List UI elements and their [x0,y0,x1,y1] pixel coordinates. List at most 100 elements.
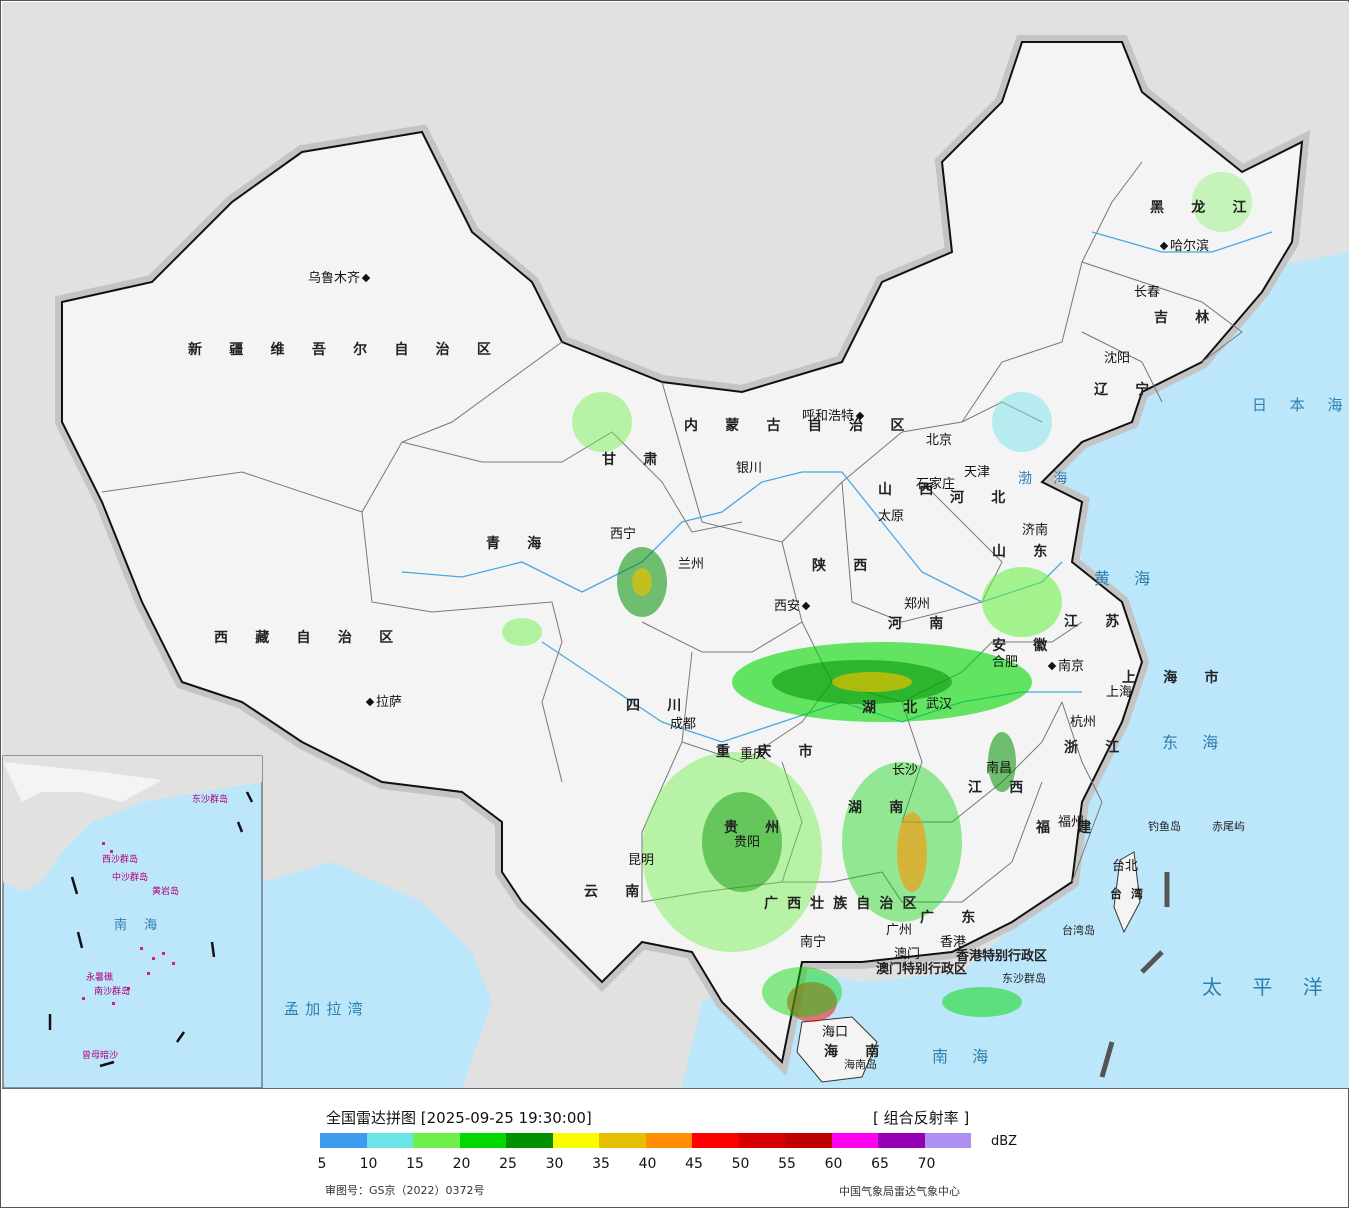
inset-dashes [48,791,254,1068]
island-hainan: 海南岛 [844,1058,877,1071]
legend-tick: 70 [917,1156,936,1172]
legend-tick: 20 [452,1156,471,1172]
legend-swatch [878,1133,925,1148]
legend-tick: 5 [317,1156,327,1172]
city-chongqing: 重庆 [740,747,767,762]
city-zhengzhou: 郑州 [904,597,931,612]
city-jinan: 济南 [1022,523,1049,538]
city-hohhot: 呼和浩特 [802,410,866,424]
legend-tick: 55 [778,1156,796,1172]
legend-swatch [320,1133,367,1148]
inset-zengmu: 曾母暗沙 [82,1051,119,1061]
city-xining: 西宁 [610,527,637,542]
label-macau-sar: 澳门特别行政区 [876,962,968,977]
echo-jiangsu [982,567,1062,637]
legend-tick: 45 [685,1156,703,1172]
region-sichuan: 四 川 [626,698,693,714]
region-guizhou: 贵 州 [724,820,791,836]
region-yunnan: 云 南 [584,884,651,900]
city-chengdu: 成都 [670,717,697,732]
sea-south: 南 海 [932,1047,998,1066]
city-tianjin: 天津 [964,465,991,480]
legend: 全国雷达拼图 [2025-09-25 19:30:00] [ 组合反射率 ] d… [1,1089,1349,1209]
city-shenyang: 沈阳 [1104,351,1131,366]
sea-bohai: 渤 海 [1018,471,1076,487]
city-lhasa: 拉萨 [364,696,402,710]
region-shanxi: 山 西 [878,482,945,498]
region-xinjiang: 新 疆 维 吾 尔 自 治 区 [188,342,503,358]
region-shandong: 山 东 [992,544,1059,560]
legend-tick: 35 [592,1156,610,1172]
island-diaoyu: 钓鱼岛 [1148,820,1181,833]
region-zhejiang: 浙 江 [1064,740,1131,756]
city-nanchang: 南昌 [986,761,1013,776]
city-harbin: 哈尔滨 [1158,240,1209,254]
city-nanning: 南宁 [800,935,827,950]
region-neimenggu: 内 蒙 古 自 治 区 [684,418,916,434]
legend-tick: 65 [871,1156,889,1172]
echo-guizhou [642,752,822,952]
city-haikou: 海口 [822,1025,849,1040]
legend-tick: 60 [824,1156,843,1172]
region-shaanxi: 陕 西 [812,558,879,574]
legend-swatch [459,1133,506,1148]
region-chongqing: 重 庆 市 [716,744,824,760]
region-shanghai: 上 海 市 [1122,670,1230,686]
city-kunming: 昆明 [628,853,655,868]
region-guangxi: 广 西 壮 族 自 治 区 [764,896,919,912]
inset-dongsha: 东沙群岛 [192,795,229,805]
city-guiyang: 贵阳 [734,835,761,850]
legend-tick: 30 [545,1156,564,1172]
bay-of-bengal [262,862,492,1088]
legend-swatch [785,1133,832,1148]
hainan-island [796,1016,878,1083]
city-xian: 西安 [774,600,812,614]
radar-echoes [502,172,1252,1022]
city-guangzhou: 广州 [886,923,913,938]
region-henan: 河 南 [888,616,955,632]
city-hongkong: 香港 [940,935,967,950]
legend-swatch [599,1133,646,1148]
city-shanghai: 上海 [1106,685,1133,700]
island-dongsha: 东沙群岛 [1002,972,1046,985]
city-hefei: 合肥 [992,655,1019,670]
product-name: [ 组合反射率 ] [873,1109,970,1127]
city-beijing: 北京 [926,433,953,448]
city-macau: 澳门 [894,947,921,962]
sea-japan: 日 本 海 [1252,396,1349,414]
legend-tick: 15 [406,1156,424,1172]
city-taiyuan: 太原 [878,509,905,524]
city-urumqi: 乌鲁木齐 [308,272,372,286]
inset-huangyan: 黄岩岛 [152,887,180,897]
city-changchun: 长春 [1134,285,1161,300]
region-qinghai: 青 海 [486,536,553,552]
region-heilongjiang: 黑 龙 江 [1150,200,1258,216]
region-hebei: 河 北 [950,490,1017,506]
region-guangdong: 广 东 [920,910,987,926]
color-scale [320,1133,971,1148]
approval-number: 审图号：GS京（2022）0372号 [325,1184,485,1197]
legend-unit: dBZ [991,1134,1018,1149]
region-jiangsu: 江 苏 [1064,614,1131,630]
legend-tick: 40 [638,1156,657,1172]
legend-swatch [552,1133,599,1148]
east-ocean [682,252,1349,1088]
sea-east: 东 海 [1162,733,1228,752]
city-shijiazhuang: 石家庄 [916,477,956,492]
city-wuhan: 武汉 [926,697,953,712]
legend-swatch [506,1133,553,1148]
city-changsha: 长沙 [892,763,919,778]
region-hubei: 湖 北 [862,700,929,716]
legend-swatch [645,1133,692,1148]
region-jiangxi: 江 西 [968,780,1035,796]
legend-swatch [831,1133,878,1148]
inset-zhongsha: 中沙群岛 [112,873,149,883]
region-liaoning: 辽 宁 [1094,382,1161,398]
china-land [61,41,1304,1065]
city-taipei: 台北 [1112,859,1139,874]
island-taiwan: 台湾岛 [1062,924,1095,937]
inset-nansha: 南沙群岛 [94,987,131,997]
radar-map[interactable]: 新 疆 维 吾 尔 自 治 区 西 藏 自 治 区 青 海 甘 肃 内 蒙 古 … [2,2,1349,1089]
island-chiwei: 赤尾屿 [1212,820,1245,833]
